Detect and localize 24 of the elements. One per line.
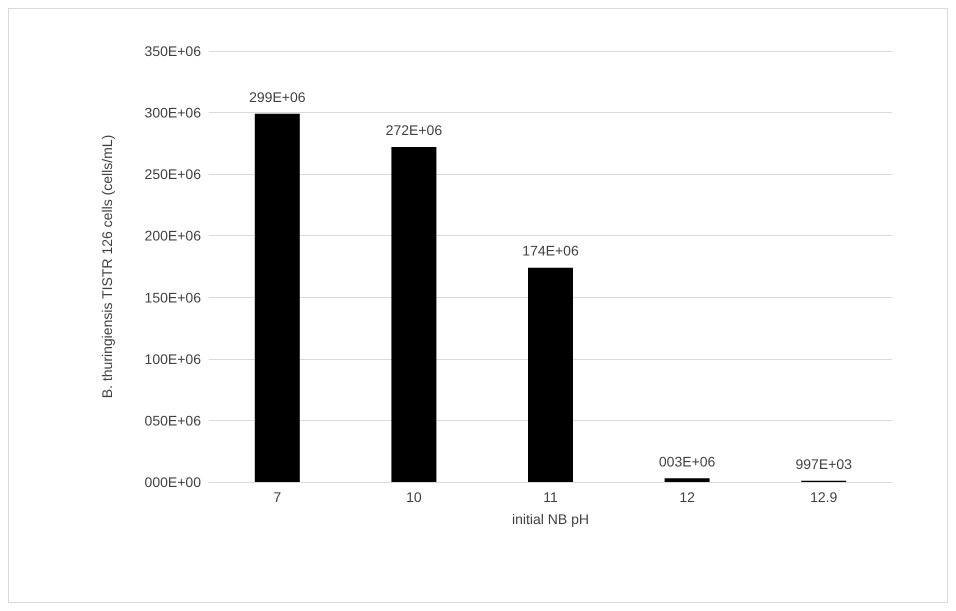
data-label: 174E+06 [522,242,579,259]
y-tick-label: 100E+06 [144,350,202,367]
y-tick-label: 000E+00 [144,474,202,490]
x-tick-label: 7 [273,489,282,505]
x-tick-label: 10 [406,489,422,505]
data-label: 272E+06 [386,122,442,138]
x-axis-title: initial NB pH [512,511,590,527]
y-axis-title: B. thuringiensis TISTR 126 cells (cells/mL) [99,134,115,398]
data-label: 003E+06 [658,453,716,470]
bar [664,478,710,482]
data-label: 997E+03 [795,456,852,472]
bar [528,268,573,482]
y-tick-label: 200E+06 [144,228,202,244]
bar [391,147,436,482]
y-tick-label: 150E+06 [144,289,202,306]
y-tick-label: 050E+06 [144,412,202,428]
y-tick-label: 250E+06 [144,166,202,182]
data-label: 299E+06 [249,88,306,105]
x-tick-label: 12 [679,489,696,505]
bar [254,114,300,482]
y-tick-label: 300E+06 [144,104,202,121]
x-tick-label: 11 [543,489,558,505]
x-tick-label: 12.9 [810,489,838,505]
y-tick-label: 350E+06 [144,43,202,59]
